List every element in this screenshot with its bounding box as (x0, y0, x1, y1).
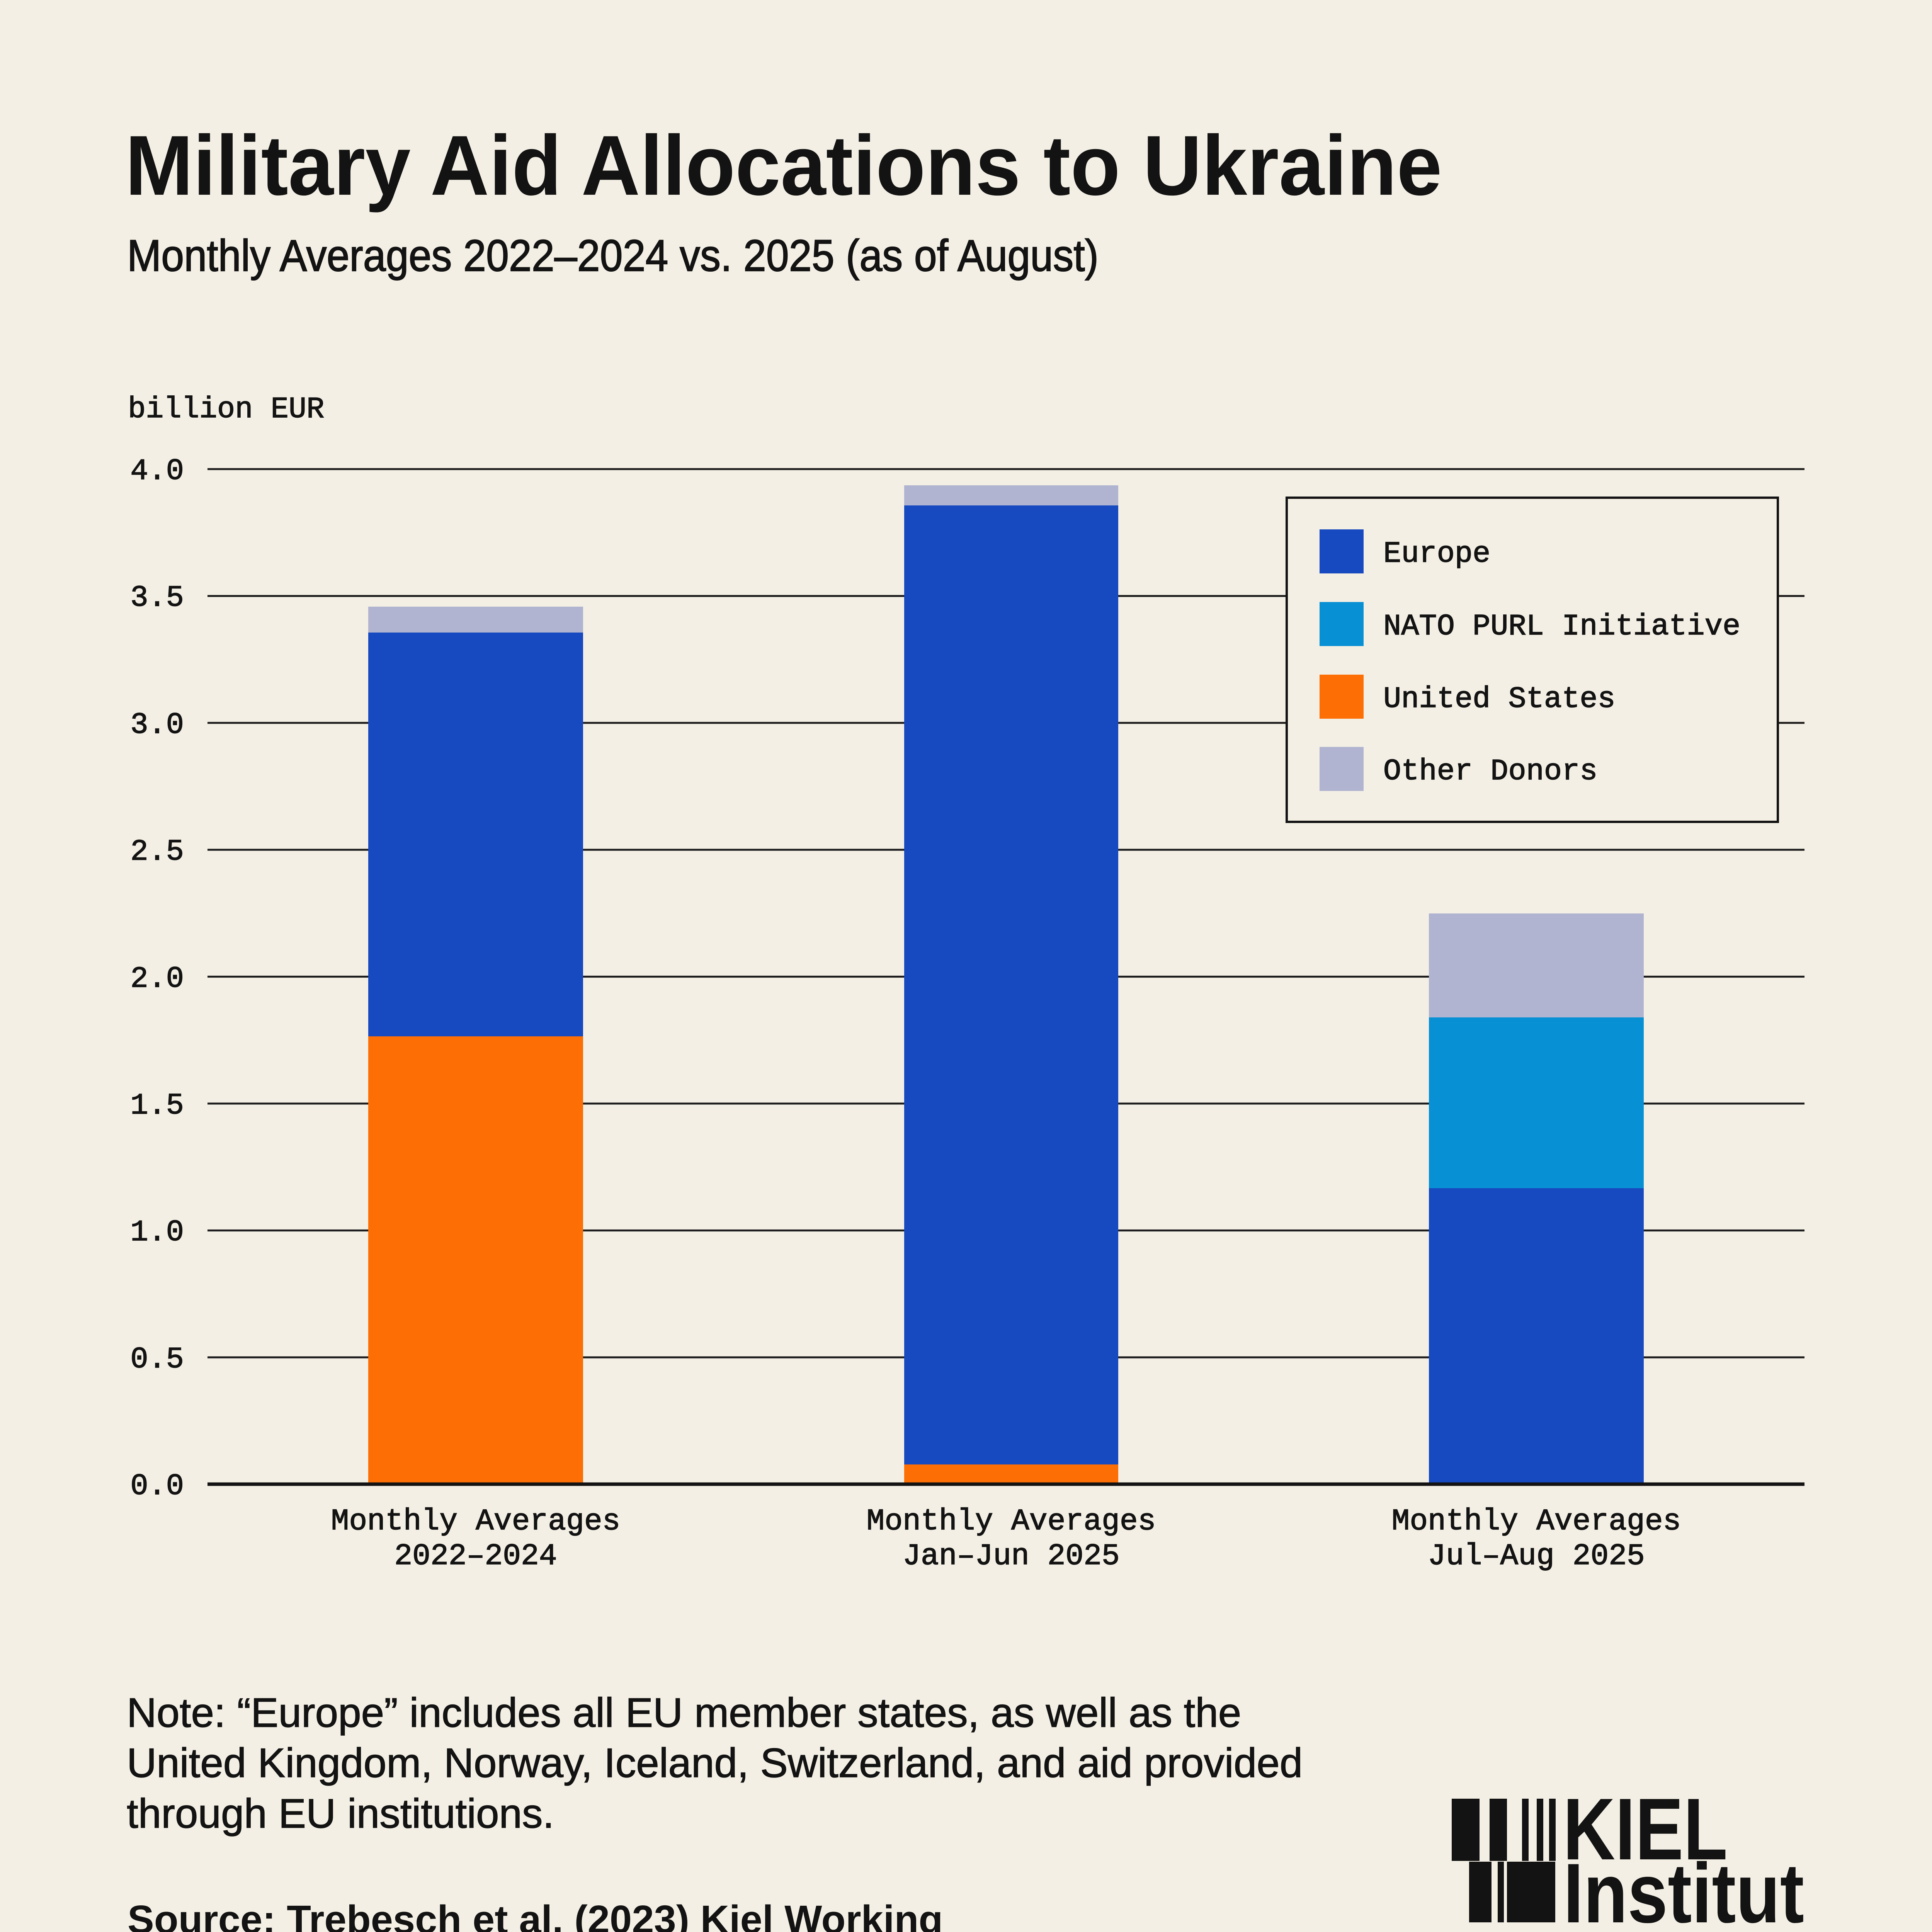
svg-text:KIEL: KIEL (1563, 1781, 1728, 1878)
svg-text:0.5: 0.5 (130, 1343, 184, 1377)
svg-text:3.0: 3.0 (130, 709, 184, 742)
svg-text:Monthly Averages: Monthly Averages (331, 1505, 621, 1539)
svg-text:Other Donors: Other Donors (1383, 755, 1598, 789)
svg-text:Jul–Aug 2025: Jul–Aug 2025 (1428, 1539, 1645, 1573)
svg-text:Monthly Averages: Monthly Averages (867, 1505, 1156, 1539)
svg-text:United Kingdom, Norway, Icelan: United Kingdom, Norway, Iceland, Switzer… (127, 1740, 1303, 1786)
svg-text:Monthly Averages: Monthly Averages (1392, 1505, 1681, 1539)
svg-text:4.0: 4.0 (130, 455, 184, 488)
svg-text:3.5: 3.5 (130, 582, 184, 615)
svg-text:Europe: Europe (1383, 537, 1490, 571)
svg-text:Military Aid Allocations to Uk: Military Aid Allocations to Ukraine (125, 118, 1442, 213)
svg-text:0.0: 0.0 (130, 1470, 184, 1503)
svg-text:2.5: 2.5 (130, 835, 184, 869)
svg-text:Institut: Institut (1563, 1846, 1804, 1932)
svg-text:NATO PURL Initiative: NATO PURL Initiative (1383, 610, 1740, 644)
svg-text:Jan–Jun 2025: Jan–Jun 2025 (903, 1539, 1120, 1573)
svg-text:Monthly Averages 2022–2024 vs.: Monthly Averages 2022–2024 vs. 2025 (as … (127, 231, 1099, 281)
svg-text:United States: United States (1383, 683, 1616, 716)
svg-text:billion EUR: billion EUR (128, 393, 324, 427)
svg-text:through EU institutions.: through EU institutions. (127, 1790, 554, 1837)
svg-text:1.0: 1.0 (130, 1216, 184, 1250)
svg-text:2022–2024: 2022–2024 (394, 1539, 557, 1573)
svg-text:Source: Trebesch et al. (2023): Source: Trebesch et al. (2023) Kiel Work… (128, 1897, 943, 1932)
svg-text:Note: “Europe” includes all EU: Note: “Europe” includes all EU member st… (127, 1689, 1241, 1736)
svg-text:2.0: 2.0 (130, 963, 184, 996)
svg-text:1.5: 1.5 (130, 1089, 184, 1123)
